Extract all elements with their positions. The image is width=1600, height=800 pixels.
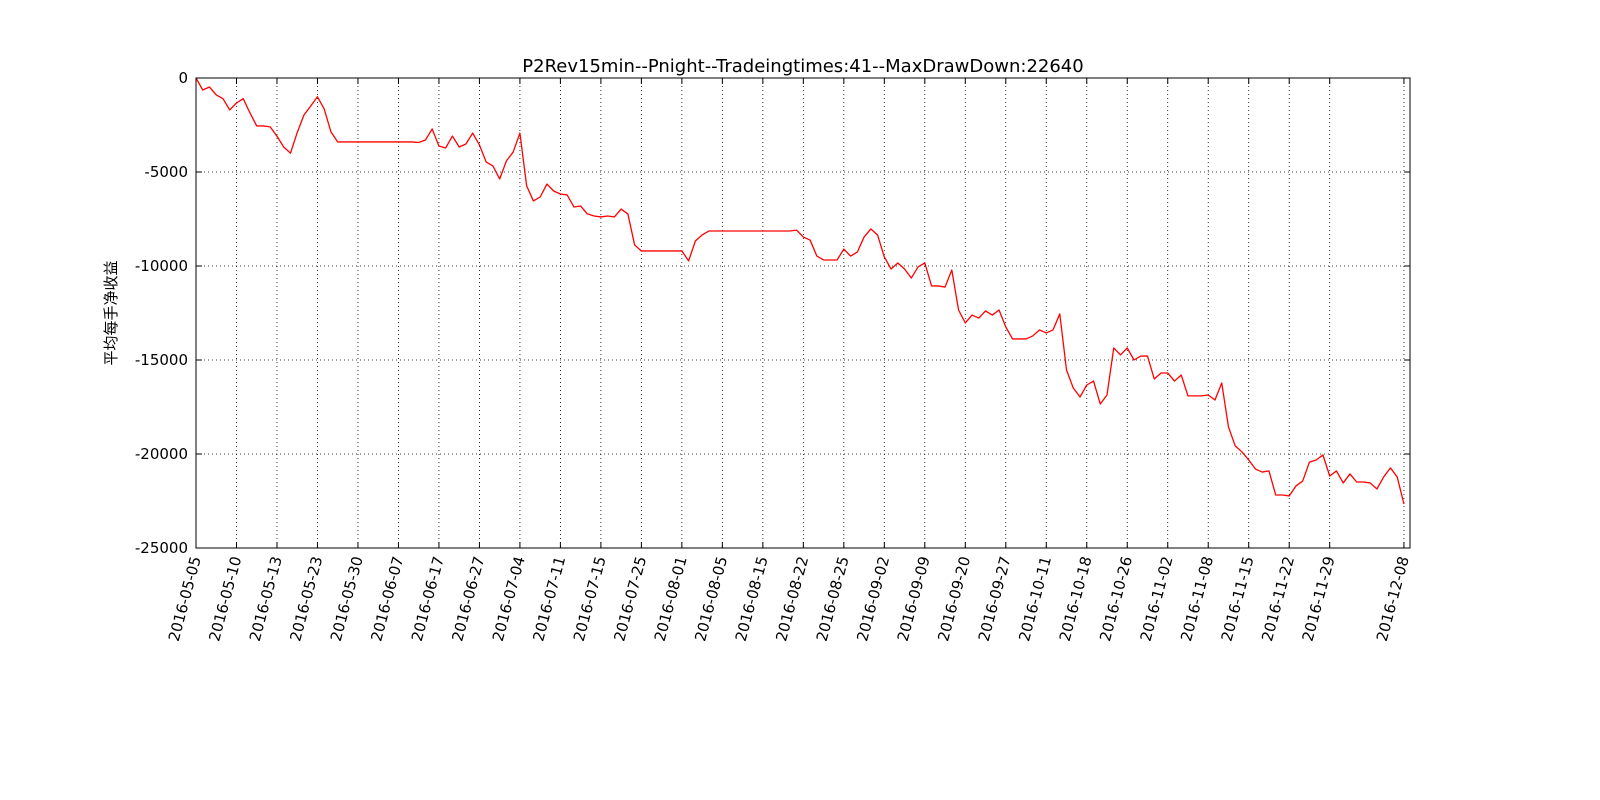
y-tick-label: 0 [178, 69, 188, 87]
y-tick-label: -10000 [135, 257, 188, 275]
y-tick-label: -25000 [135, 539, 188, 557]
y-axis-label: 平均每手净收益 [102, 260, 120, 365]
data-line [195, 77, 1405, 505]
y-tick-label: -20000 [135, 445, 188, 463]
y-tick-label: -15000 [135, 351, 188, 369]
y-tick-label: -5000 [144, 163, 188, 181]
chart-title: P2Rev15min--Pnight--Tradeingtimes:41--Ma… [522, 56, 1083, 77]
plot-frame [195, 77, 1411, 549]
